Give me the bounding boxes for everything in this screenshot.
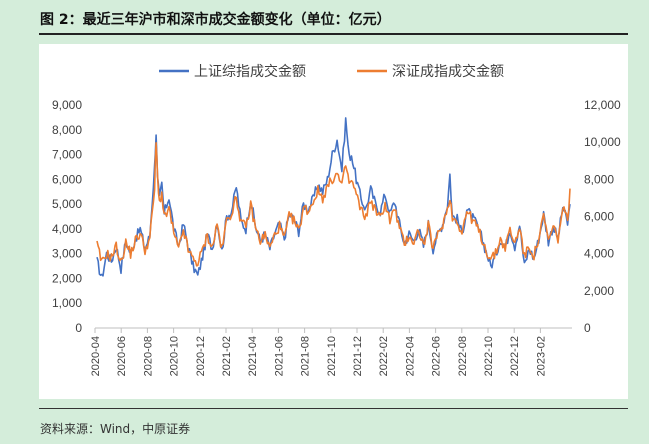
y-left-tick-label: 7,000 xyxy=(52,148,82,162)
x-tick-label: 2021-06 xyxy=(273,336,285,376)
y-right-tick-label: 0 xyxy=(584,321,591,335)
y-left-tick-label: 3,000 xyxy=(52,247,82,261)
y-left-tick-label: 0 xyxy=(75,321,82,335)
x-tick-label: 2021-12 xyxy=(352,336,364,376)
x-tick-label: 2022-10 xyxy=(483,336,495,376)
footer-rule xyxy=(39,408,628,409)
y-left-tick-label: 4,000 xyxy=(52,222,82,236)
title-rule xyxy=(39,33,628,35)
y-left-tick-label: 5,000 xyxy=(52,197,82,211)
x-tick-label: 2021-04 xyxy=(247,336,259,376)
x-tick-label: 2020-06 xyxy=(116,336,128,376)
figure-title: 图 2：最近三年沪市和深市成交金额变化（单位：亿元） xyxy=(40,12,391,28)
x-tick-label: 2022-12 xyxy=(509,336,521,376)
source-note: 资料来源：Wind，中原证券 xyxy=(40,422,191,436)
y-right-tick-label: 12,000 xyxy=(584,98,621,112)
x-tick-label: 2022-04 xyxy=(404,336,416,376)
x-tick-label: 2020-04 xyxy=(90,336,102,376)
y-left-tick-label: 9,000 xyxy=(52,98,82,112)
y-right-tick-label: 10,000 xyxy=(584,135,621,149)
series-line-shenzhen xyxy=(96,142,571,267)
y-right-tick-label: 4,000 xyxy=(584,247,614,261)
x-tick-label: 2020-12 xyxy=(195,336,207,376)
legend-label-shanghai: 上证综指成交金额 xyxy=(194,63,306,79)
y-left-tick-label: 6,000 xyxy=(52,172,82,186)
x-tick-label: 2020-10 xyxy=(169,336,181,376)
y-right-tick-label: 2,000 xyxy=(584,284,614,298)
x-tick-label: 2020-08 xyxy=(142,336,154,376)
chart-frame: 0 1,000 2,000 3,000 4,000 5,000 6,000 7,000 8,00… xyxy=(39,44,628,399)
y-left-tick-label: 2,000 xyxy=(52,271,82,285)
line-chart: 0 1,000 2,000 3,000 4,000 5,000 6,000 7,000 8,00… xyxy=(52,63,621,376)
y-left-tick-label: 1,000 xyxy=(52,296,82,310)
x-tick-label: 2022-02 xyxy=(378,336,390,376)
x-tick-label: 2021-10 xyxy=(326,336,338,376)
x-tick-label: 2022-08 xyxy=(457,336,469,376)
y-left-tick-label: 8,000 xyxy=(52,123,82,137)
y-right-tick-label: 8,000 xyxy=(584,172,614,186)
x-tick-label: 2022-06 xyxy=(431,336,443,376)
legend-label-shenzhen: 深证成指成交金额 xyxy=(392,63,504,79)
y-right-tick-label: 6,000 xyxy=(584,210,614,224)
x-tick-label: 2021-08 xyxy=(300,336,312,376)
series-line-shanghai xyxy=(96,117,571,277)
x-tick-label: 2023-02 xyxy=(535,336,547,376)
x-tick-label: 2021-02 xyxy=(221,336,233,376)
